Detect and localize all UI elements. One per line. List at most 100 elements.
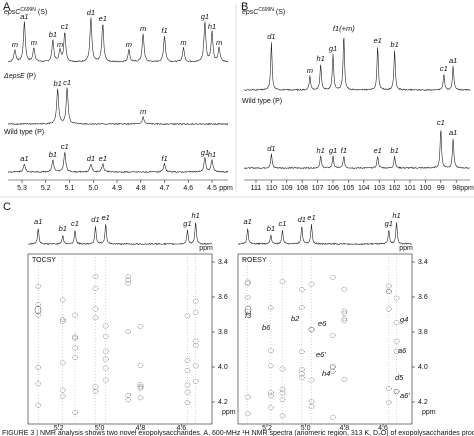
cross-peak — [268, 393, 274, 399]
cross-peak — [244, 280, 251, 286]
spectrum — [7, 152, 229, 174]
cross-peak — [329, 363, 336, 369]
cross-peak — [72, 345, 78, 351]
label: b1 — [267, 224, 275, 233]
label: 5.0 — [95, 425, 105, 432]
label: d1 — [298, 215, 306, 224]
cross-peak — [184, 389, 191, 395]
trace-sup: C699N — [258, 7, 274, 13]
trace-name: Wild type — [4, 129, 33, 136]
label: e1 — [99, 154, 107, 163]
label: e1 — [307, 213, 315, 222]
label: 4.2 — [218, 399, 228, 406]
cross-peak — [35, 364, 42, 370]
trace-name: epsC — [4, 9, 21, 16]
label: g1 — [201, 148, 209, 157]
spectrum — [244, 130, 471, 170]
cross-peak — [308, 377, 315, 383]
cross-peak — [137, 382, 144, 388]
label: TOCSY — [32, 257, 56, 264]
label: e1 — [373, 146, 381, 155]
cross-peak — [102, 356, 109, 362]
label: m — [307, 66, 313, 75]
label: b6 — [262, 323, 271, 332]
cross-peak — [72, 312, 78, 318]
cross-peak — [59, 317, 66, 322]
label: a1 — [449, 56, 457, 65]
label: 3.6 — [418, 294, 428, 301]
trace-name: epsC — [242, 9, 259, 16]
cross-peak — [192, 298, 199, 304]
cross-peak — [341, 310, 348, 316]
label: 100 — [420, 185, 432, 192]
trace-label: ΔepsE (P) — [3, 73, 36, 80]
label: ppm — [460, 185, 474, 192]
cross-peak — [137, 395, 144, 401]
cross-peak — [385, 386, 392, 391]
label: d1 — [91, 215, 99, 224]
label: e6 — [318, 319, 327, 328]
cross-peak — [385, 283, 392, 289]
label: ppm — [199, 245, 213, 252]
diag-peak — [244, 305, 252, 315]
cross-peak — [59, 393, 66, 399]
cross-peak — [244, 411, 251, 416]
label: b1 — [390, 146, 398, 155]
cross-peak — [125, 277, 132, 283]
label: 5.0 — [88, 185, 98, 192]
cross-peak — [268, 390, 274, 395]
label: 108 — [296, 185, 308, 192]
cross-peak — [308, 399, 315, 405]
cross-peak — [184, 400, 191, 406]
cross-peak — [125, 280, 132, 286]
label: m — [31, 38, 37, 47]
plot-frame — [237, 253, 413, 425]
label: m — [126, 40, 132, 49]
label: 99 — [437, 185, 445, 192]
trace-sup: C699N — [20, 7, 36, 13]
label: m — [57, 40, 63, 49]
cross-peak — [279, 386, 286, 392]
cross-peak — [72, 334, 78, 340]
trace-name: ΔepsE — [3, 73, 25, 80]
label: 3.4 — [218, 259, 228, 266]
cross-peak — [192, 342, 199, 348]
label: 98 — [452, 185, 460, 192]
label: C — [3, 201, 11, 213]
label: 109 — [281, 185, 293, 192]
label: d1 — [267, 144, 275, 153]
label: c1 — [61, 142, 69, 151]
label: m — [12, 40, 18, 49]
label: m — [216, 38, 222, 47]
trace-tag: (S) — [274, 9, 285, 16]
cross-peak — [92, 285, 99, 291]
label: g1 — [201, 12, 209, 21]
label: g1 — [329, 146, 337, 155]
cross-peak — [329, 332, 336, 338]
label: 4.2 — [418, 399, 428, 406]
cross-peak — [59, 360, 66, 366]
label: e1 — [373, 36, 381, 45]
label: a1 — [20, 154, 28, 163]
label: ppm — [222, 409, 236, 416]
label: m — [140, 24, 146, 33]
cross-peak — [385, 399, 392, 405]
label: c1 — [61, 22, 69, 31]
label: 5.2 — [262, 425, 272, 432]
cross-peak — [92, 306, 99, 312]
cross-peak — [192, 338, 199, 344]
trace-label: Wild type (P) — [242, 98, 282, 105]
label: b1 — [59, 224, 67, 233]
label: 5.2 — [41, 185, 51, 192]
trace-label: epsCC699N (S) — [4, 7, 47, 16]
label: f3 — [245, 311, 252, 320]
label: d1 — [267, 32, 275, 41]
label: f1 — [341, 146, 347, 155]
cross-peak — [341, 318, 348, 324]
cross-peak — [184, 358, 191, 363]
cross-peak — [298, 287, 305, 293]
label: a1 — [34, 217, 42, 226]
label: g1 — [329, 44, 337, 53]
label: 5.2 — [54, 425, 64, 432]
